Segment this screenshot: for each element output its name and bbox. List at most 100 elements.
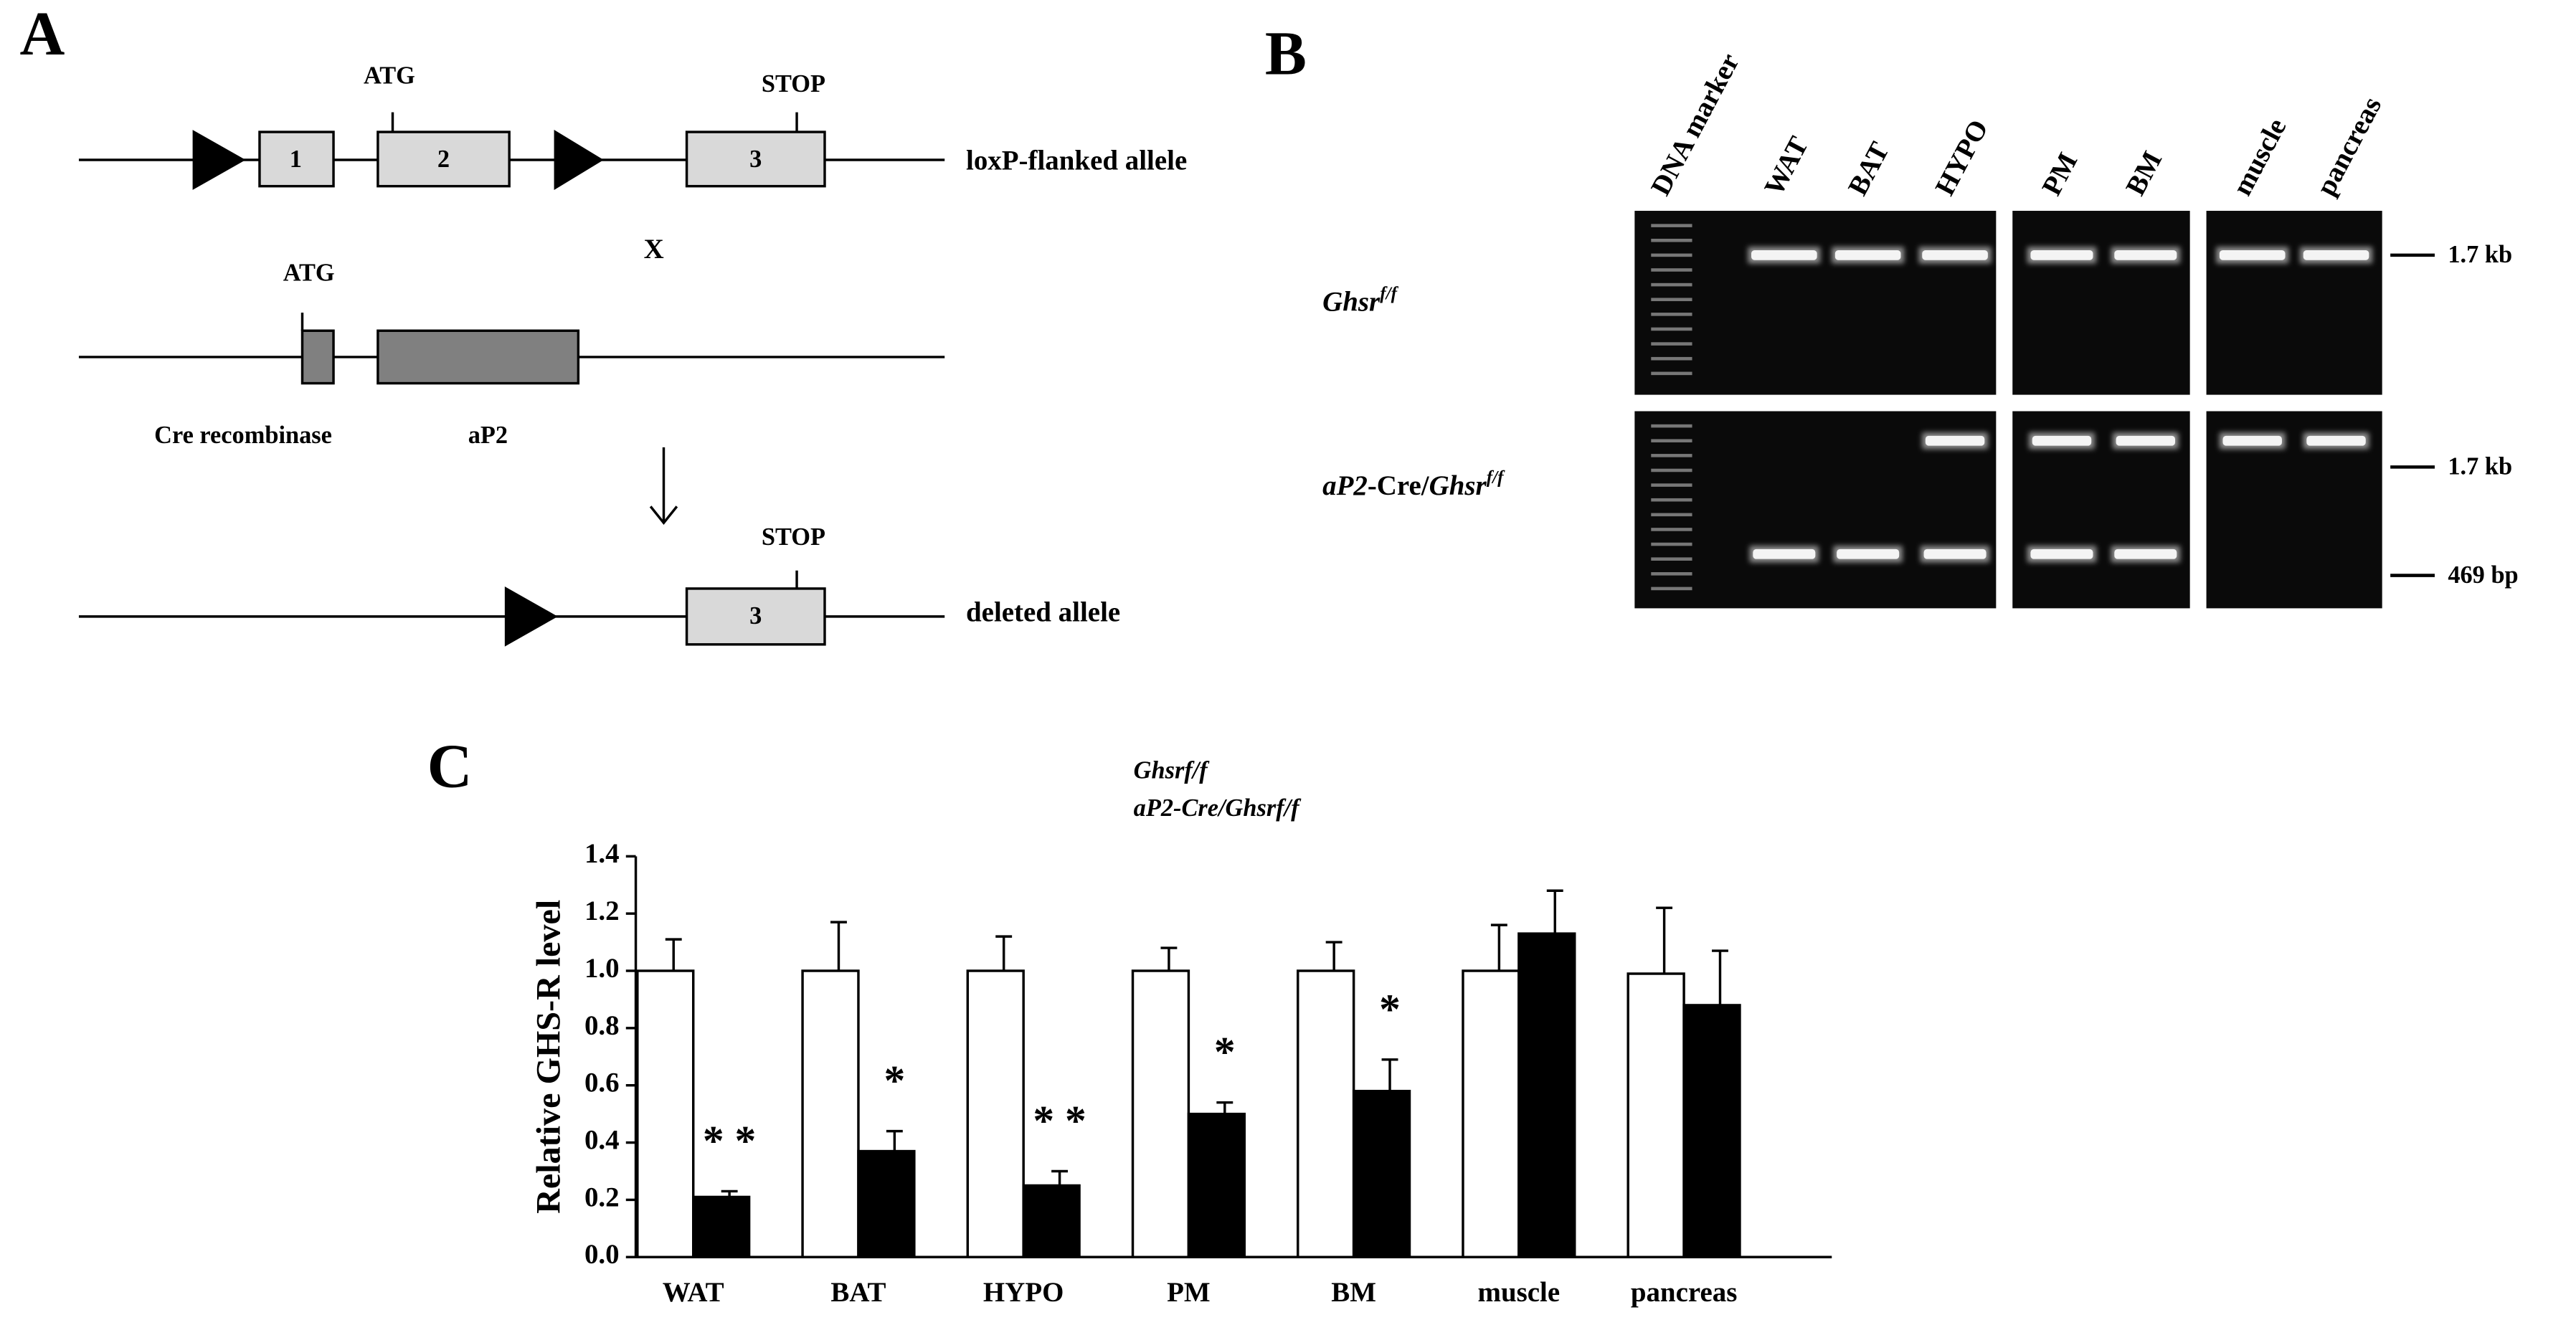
gel: [1634, 211, 2382, 609]
label: STOP: [762, 70, 825, 98]
y-tick-label: 0.6: [584, 1068, 620, 1098]
gel-panel: [2012, 211, 2190, 395]
bar: [1352, 1089, 1411, 1258]
loxp: [192, 130, 246, 190]
band: [2114, 250, 2177, 260]
text: Ghsr: [1322, 287, 1381, 318]
band: [1837, 548, 1900, 559]
legend-label: aP2-Cre/Ghsrf/f: [1134, 794, 1302, 822]
text: f/f: [1487, 467, 1505, 487]
exon: [685, 130, 826, 188]
bar: [636, 969, 695, 1258]
significance: * *: [1033, 1097, 1086, 1144]
band: [2303, 250, 2369, 260]
band: [1753, 548, 1816, 559]
bar: [857, 1149, 916, 1258]
bar: [1517, 932, 1576, 1258]
panel-label: A: [19, 0, 65, 68]
band: [2219, 250, 2286, 260]
x-tick-label: HYPO: [983, 1277, 1064, 1308]
gel-panel: [2206, 211, 2382, 395]
panel-label: B: [1265, 18, 1307, 87]
y-tick-label: 0.2: [584, 1182, 620, 1212]
bar-chart: 0.0 0.2 0.4 0.6 0.8 1.0 1.2 1.4 Relative GHS-R l…: [530, 756, 1832, 1308]
y-tick-label: 1.2: [584, 896, 620, 926]
band: [1923, 548, 1987, 559]
row-label: Ghsrf/f: [1322, 284, 1398, 318]
ladder-band: [1651, 238, 1692, 242]
exon-label: 3: [749, 602, 762, 630]
lane-label: WAT: [1758, 132, 1814, 201]
band: [1834, 250, 1901, 260]
bar: [1022, 1184, 1081, 1258]
panel-label: C: [427, 731, 473, 800]
cre-box: [300, 329, 335, 385]
significance: *: [884, 1057, 905, 1104]
row-label: aP2-Cre/Ghsrf/f: [1322, 467, 1505, 501]
exon: [377, 130, 511, 188]
text: f/f: [1380, 284, 1398, 303]
x-tick-label: muscle: [1478, 1277, 1561, 1308]
x-tick-label: PM: [1167, 1277, 1211, 1308]
size-markers: [2390, 253, 2435, 577]
y-tick-label: 0.8: [584, 1010, 620, 1041]
arrow-head: [649, 505, 678, 526]
ladder-band: [1651, 513, 1692, 517]
band: [2032, 435, 2092, 446]
band: [1925, 435, 1985, 446]
x-tick-label: BAT: [830, 1277, 886, 1308]
significance: * *: [703, 1117, 756, 1164]
lane-label: PM: [2036, 148, 2083, 201]
ladder-band: [1651, 313, 1692, 316]
lane-label: HYPO: [1929, 115, 1994, 201]
ladder-band: [1651, 298, 1692, 302]
ladder-band: [1651, 253, 1692, 257]
loxp: [554, 130, 604, 191]
x-tick-label: BM: [1331, 1277, 1376, 1308]
ladder-band: [1651, 483, 1692, 487]
band: [2222, 435, 2282, 446]
band: [2116, 435, 2176, 446]
exon: [685, 587, 826, 646]
ladder-band: [1651, 224, 1692, 227]
band: [1922, 250, 1988, 260]
ladder-band: [1651, 468, 1692, 472]
y-tick-label: 0.0: [584, 1239, 620, 1270]
size-label: 1.7 kb: [2448, 241, 2512, 268]
ladder-band: [1651, 542, 1692, 546]
label: ATG: [364, 62, 415, 89]
lane-label: BAT: [1842, 137, 1895, 200]
bar: [1682, 1004, 1741, 1258]
ladder-band: [1651, 572, 1692, 576]
band: [2306, 435, 2366, 446]
exon: [258, 130, 335, 188]
exon-label: 1: [290, 146, 302, 173]
bar: [1462, 969, 1520, 1258]
x-tick-label: pancreas: [1631, 1277, 1738, 1308]
label: Cre recombinase: [154, 422, 332, 449]
bar: [1131, 969, 1190, 1258]
text: aP2: [1322, 470, 1368, 501]
gel-panel: [1634, 211, 1997, 395]
ladder-band: [1651, 282, 1692, 287]
lane-label: muscle: [2227, 113, 2293, 200]
ladder-band: [1651, 439, 1692, 443]
size-label: 469 bp: [2448, 561, 2518, 589]
y-tick-label: 1.0: [584, 953, 620, 984]
band: [2030, 548, 2093, 559]
ladder-band: [1651, 454, 1692, 457]
exon-label: 3: [749, 146, 762, 173]
ap2-box: [377, 329, 580, 385]
y-axis-label: Relative GHS-R level: [530, 900, 568, 1214]
y-tick-label: 1.4: [584, 838, 620, 869]
ladder-band: [1651, 356, 1692, 361]
band: [2030, 250, 2093, 260]
bar: [966, 969, 1025, 1258]
band: [1751, 250, 1817, 260]
band: [2114, 548, 2177, 559]
ladder-band: [1651, 327, 1692, 331]
ladder-band: [1651, 528, 1692, 531]
ladder-band: [1651, 424, 1692, 428]
bar: [1187, 1112, 1246, 1258]
